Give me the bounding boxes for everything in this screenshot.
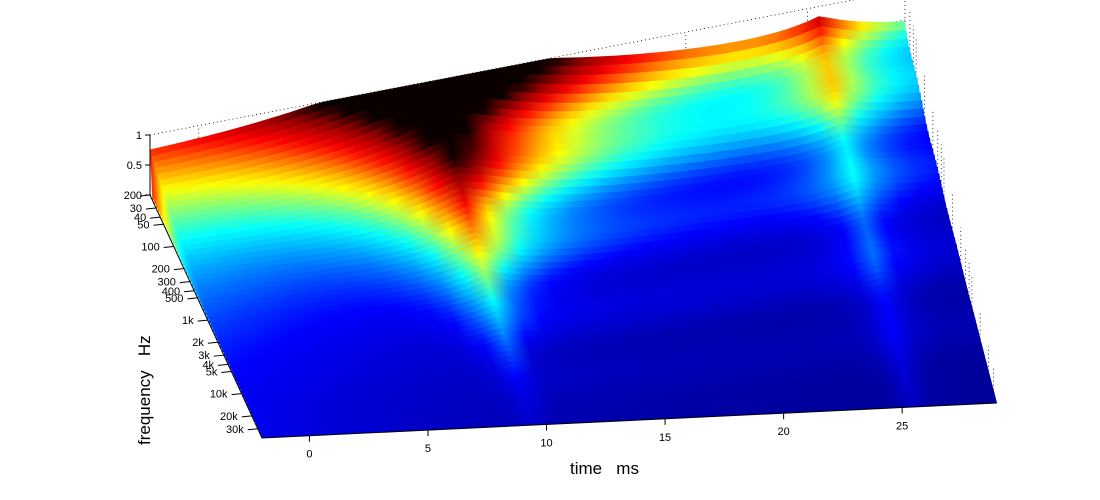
y-axis-line — [149, 194, 263, 439]
y-tick-label: 200 — [152, 264, 170, 276]
surface — [150, 16, 998, 438]
y-tick-mark — [145, 207, 157, 210]
y-tick-mark — [187, 297, 198, 300]
z-tick-label: 1 — [136, 130, 142, 142]
z-axis-ticks: 00.51 — [127, 130, 150, 202]
x-axis-label: time ms — [570, 459, 639, 478]
y-tick-mark — [231, 393, 242, 396]
y-tick-label: 3k — [198, 350, 210, 362]
y-tick-mark — [221, 371, 232, 374]
y-tick-mark — [173, 268, 184, 271]
y-tick-mark — [207, 341, 218, 344]
y-tick-label: 20 — [124, 190, 136, 202]
y-tick-label: 10k — [210, 389, 228, 401]
y-tick-label: 30 — [130, 203, 142, 215]
x-axis-line — [261, 402, 998, 439]
y-axis-label: frequency Hz — [135, 335, 154, 445]
y-tick-mark — [218, 363, 229, 366]
y-tick-label: 500 — [165, 293, 183, 305]
y-tick-label: 300 — [158, 277, 176, 289]
x-tick-label: 0 — [306, 449, 312, 461]
y-tick-label: 100 — [141, 241, 159, 253]
y-tick-label: 400 — [162, 286, 180, 298]
y-tick-label: 50 — [137, 219, 149, 231]
y-tick-label: 20k — [220, 411, 238, 423]
y-tick-label: 2k — [192, 337, 204, 349]
z-tick-label: 0.5 — [127, 160, 142, 172]
y-tick-mark — [179, 281, 190, 284]
y-tick-mark — [150, 216, 161, 219]
y-tick-label: 30k — [226, 424, 244, 436]
y-tick-label: 1k — [182, 315, 194, 327]
x-tick-label: 10 — [540, 437, 552, 449]
y-tick-mark — [247, 428, 258, 431]
y-tick-mark — [197, 319, 208, 322]
x-tick-label: 15 — [659, 432, 671, 444]
y-tick-label: 4k — [202, 359, 214, 371]
x-tick-label: 20 — [777, 426, 789, 438]
y-tick-mark — [163, 245, 174, 248]
y-tick-mark — [184, 290, 195, 293]
y-tick-mark — [213, 354, 224, 357]
x-tick-label: 25 — [896, 421, 908, 433]
z-tick-label: 0 — [136, 190, 142, 202]
y-tick-mark — [241, 415, 252, 418]
y-tick-label: 5k — [206, 367, 218, 379]
y-tick-mark — [153, 223, 164, 226]
x-tick-label: 5 — [425, 443, 431, 455]
y-tick-label: 40 — [134, 212, 146, 224]
x-axis-ticks: 0 5 10 15 20 25 — [306, 407, 908, 461]
